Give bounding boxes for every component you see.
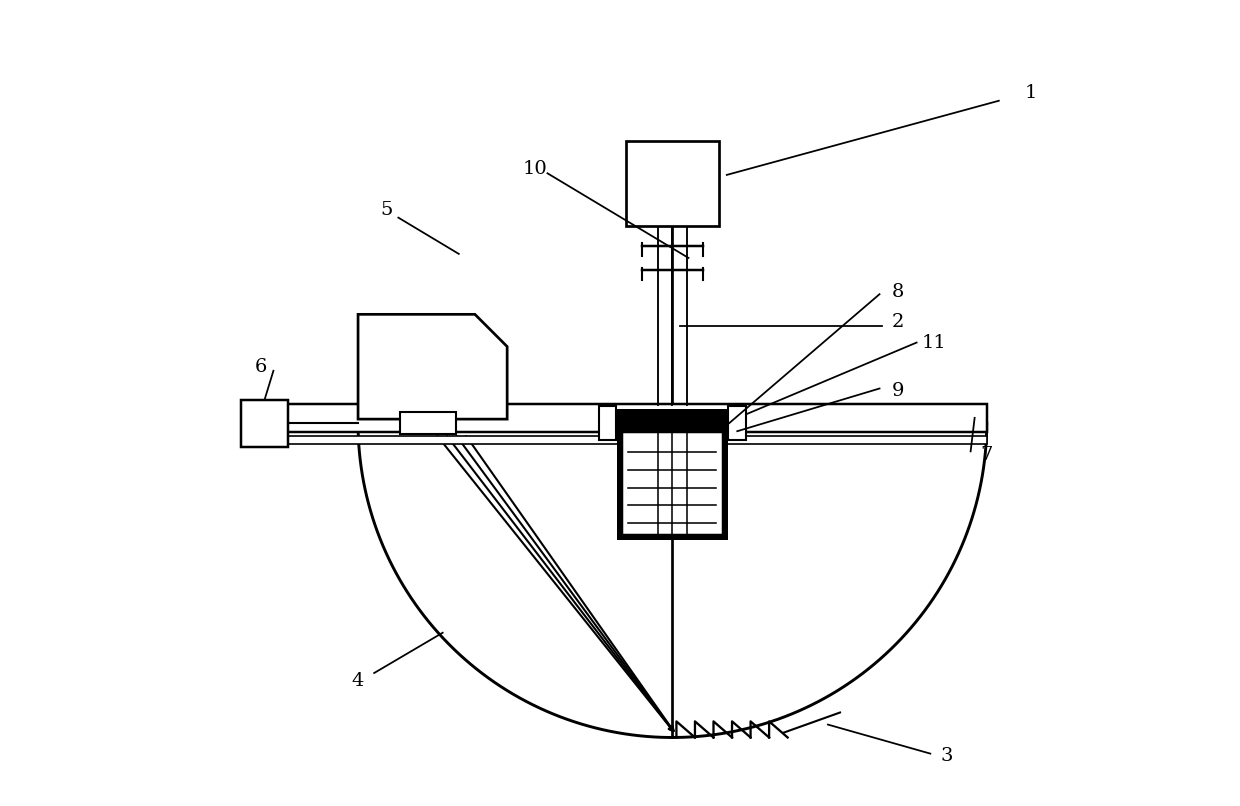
Text: 7: 7 [981, 447, 993, 464]
Text: 3: 3 [940, 747, 952, 765]
Bar [285, 437, 987, 444]
Bar [399, 412, 456, 434]
Text: 2: 2 [892, 314, 904, 331]
Bar [622, 414, 723, 432]
Bar [285, 404, 987, 432]
Bar [626, 141, 719, 226]
Text: 1: 1 [1025, 84, 1037, 102]
Text: 9: 9 [892, 382, 904, 400]
Bar [599, 406, 616, 440]
Bar [622, 432, 723, 535]
Text: 8: 8 [892, 283, 904, 301]
Text: 6: 6 [255, 358, 268, 376]
Text: 11: 11 [923, 334, 946, 351]
Polygon shape [358, 314, 507, 419]
Bar [728, 406, 746, 440]
Text: 10: 10 [523, 160, 548, 178]
Bar [618, 409, 728, 540]
Bar [241, 400, 288, 447]
Text: 4: 4 [352, 672, 365, 690]
Text: 5: 5 [381, 201, 392, 218]
